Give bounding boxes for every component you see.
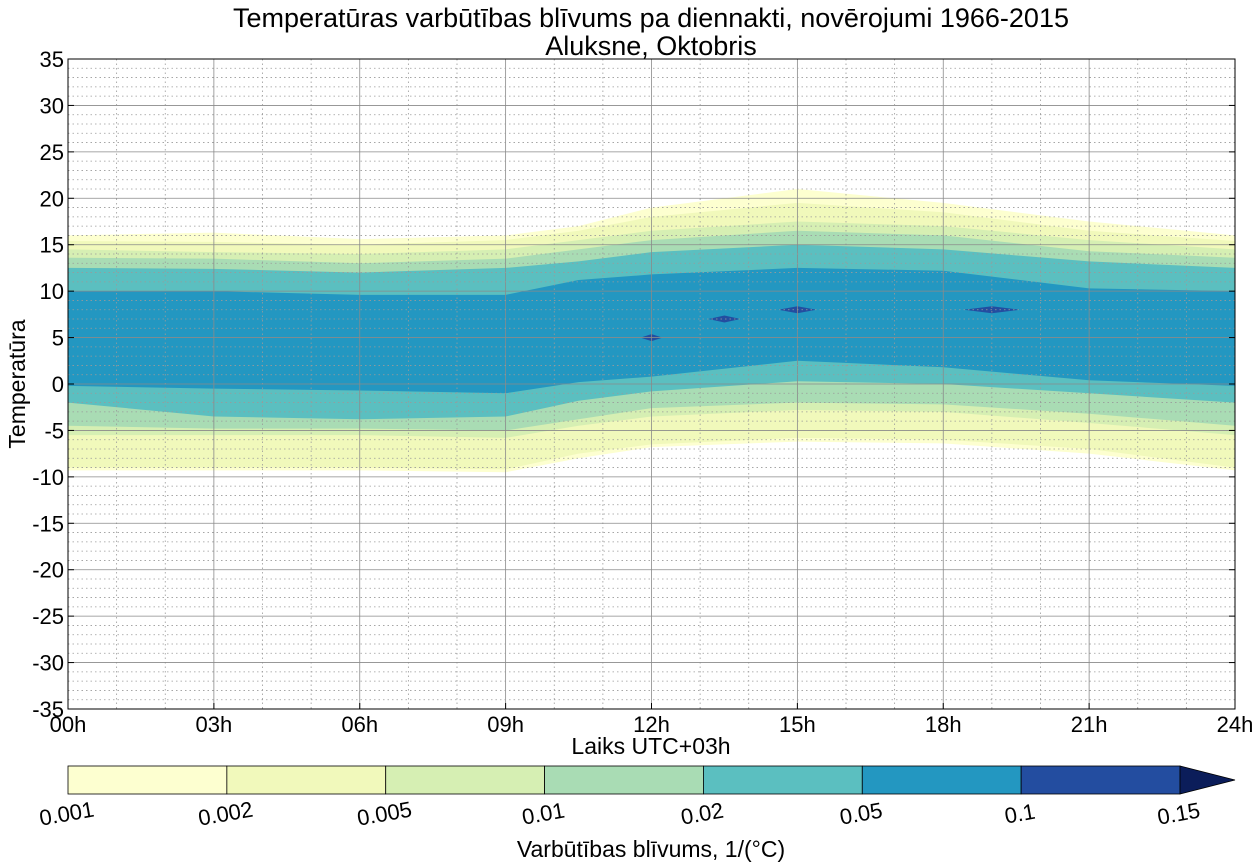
x-tick-label: 03h: [196, 712, 233, 737]
colorbar-segment: [226, 765, 387, 795]
grid-lines: [68, 59, 1235, 709]
y-tick-label: 20: [40, 186, 64, 211]
colorbar-segment: [703, 765, 863, 795]
x-tick-label: 06h: [341, 712, 378, 737]
colorbar-tick-label: 0.05: [838, 798, 885, 830]
y-tick-label: -10: [32, 465, 64, 490]
x-tick-label: 00h: [50, 712, 87, 737]
y-axis-label: Temperatūra: [4, 319, 30, 448]
colorbar-tick-label: 0.02: [679, 798, 726, 830]
colorbar-segment: [861, 765, 1022, 795]
chart-subtitle: Aluksne, Oktobris: [545, 31, 757, 61]
colorbar-tick-label: 0.001: [37, 797, 96, 831]
y-tick-label: 30: [40, 93, 64, 118]
x-tick-label: 09h: [487, 712, 524, 737]
y-tick-label: 15: [40, 233, 64, 258]
x-axis-label: Laiks UTC+03h: [571, 733, 730, 759]
y-tick-label: 35: [40, 47, 64, 72]
x-tick-label: 12h: [633, 712, 670, 737]
y-tick-label: 0: [52, 372, 64, 397]
y-tick-label: -5: [44, 418, 64, 443]
colorbar: 0.001 0.002 0.005 0.01 0.02 0.05 0.1 0.15: [37, 765, 1236, 831]
colorbar-tick-label: 0.005: [355, 797, 414, 831]
y-axis-ticks: 35 30 25 20 15 10 5 0 -5 -10 -15 -20 -25 -30 -35: [32, 47, 1235, 722]
x-tick-label: 24h: [1217, 712, 1254, 737]
colorbar-label: Varbūtības blīvums, 1/(°C): [517, 836, 785, 862]
colorbar-extend-arrow: [1179, 765, 1236, 795]
colorbar-segment: [385, 765, 545, 795]
y-tick-label: -25: [32, 604, 64, 629]
density-peak: [708, 315, 741, 323]
x-tick-label: 21h: [1071, 712, 1108, 737]
colorbar-tick-label: 0.1: [1003, 799, 1037, 829]
x-tick-label: 18h: [925, 712, 962, 737]
y-tick-label: 25: [40, 140, 64, 165]
colorbar-segment: [67, 765, 228, 795]
colorbar-tick-label: 0.002: [196, 797, 255, 831]
y-tick-label: -20: [32, 558, 64, 583]
y-tick-label: -30: [32, 651, 64, 676]
x-axis-ticks: 00h 03h 06h 09h 12h 15h 18h 21h 24h: [50, 703, 1254, 737]
chart-title: Temperatūras varbūtības blīvums pa dienn…: [233, 3, 1069, 33]
y-tick-label: 10: [40, 279, 64, 304]
x-tick-label: 15h: [779, 712, 816, 737]
colorbar-tick-label: 0.01: [520, 798, 567, 830]
plot-area: [67, 58, 1236, 710]
y-tick-label: -35: [32, 697, 64, 722]
colorbar-segment: [544, 765, 704, 795]
colorbar-tick-label: 0.15: [1155, 798, 1202, 830]
colorbar-segment: [1020, 765, 1181, 795]
y-tick-label: -15: [32, 511, 64, 536]
y-tick-label: 5: [52, 326, 64, 351]
